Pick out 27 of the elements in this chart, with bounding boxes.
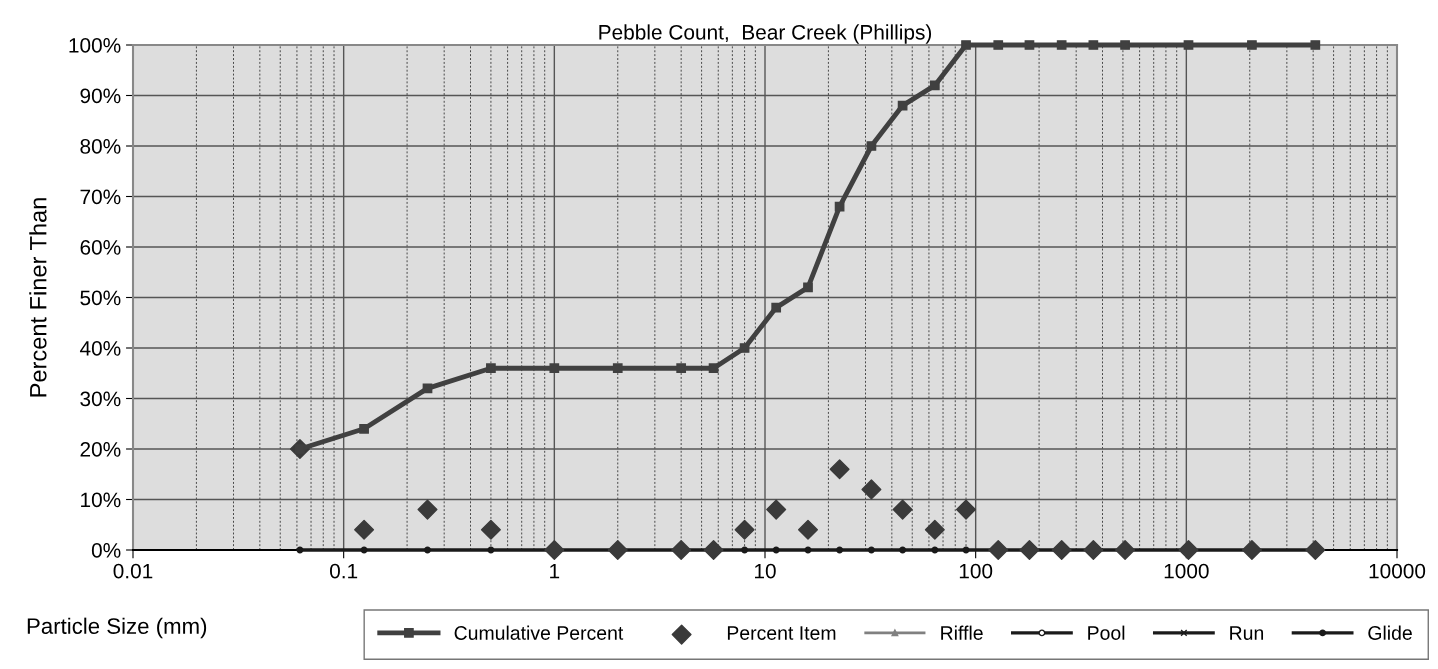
legend-label: Cumulative Percent (454, 625, 624, 640)
x-tick-label: 0.1 (330, 563, 358, 579)
y-tick-label: 30% (80, 391, 121, 407)
x-tick-label: 0.01 (113, 563, 153, 579)
y-tick-label: 60% (80, 240, 121, 255)
legend-label: Riffle (941, 625, 983, 640)
x-tick-label: 10000 (1369, 563, 1426, 579)
legend-label: Pool (1088, 625, 1125, 640)
y-tick-label: 70% (80, 189, 121, 205)
chart-title: Pebble Count, Bear Creek (Phillips) (599, 24, 932, 44)
legend-label: Percent Item (727, 626, 836, 640)
y-tick-label: 100% (69, 38, 121, 53)
y-tick-label: 10% (81, 492, 121, 508)
y-tick-label: 0% (91, 543, 121, 558)
x-tick-label: 100 (959, 563, 993, 579)
legend-label: Glide (1368, 625, 1412, 640)
x-tick-label: 10 (755, 563, 776, 579)
x-tick-label: 1000 (1164, 563, 1209, 579)
y-tick-label: 90% (80, 88, 121, 104)
legend-label: Run (1230, 626, 1264, 640)
y-tick-label: 80% (80, 139, 121, 154)
y-tick-label: 50% (80, 290, 121, 306)
y-tick-label: 20% (80, 442, 121, 457)
y-tick-label: 40% (79, 341, 121, 356)
x-tick-label: 1 (550, 563, 560, 579)
y-axis-title: Percent Finer Than (29, 198, 47, 397)
x-axis-title: Particle Size (mm) (27, 617, 207, 639)
